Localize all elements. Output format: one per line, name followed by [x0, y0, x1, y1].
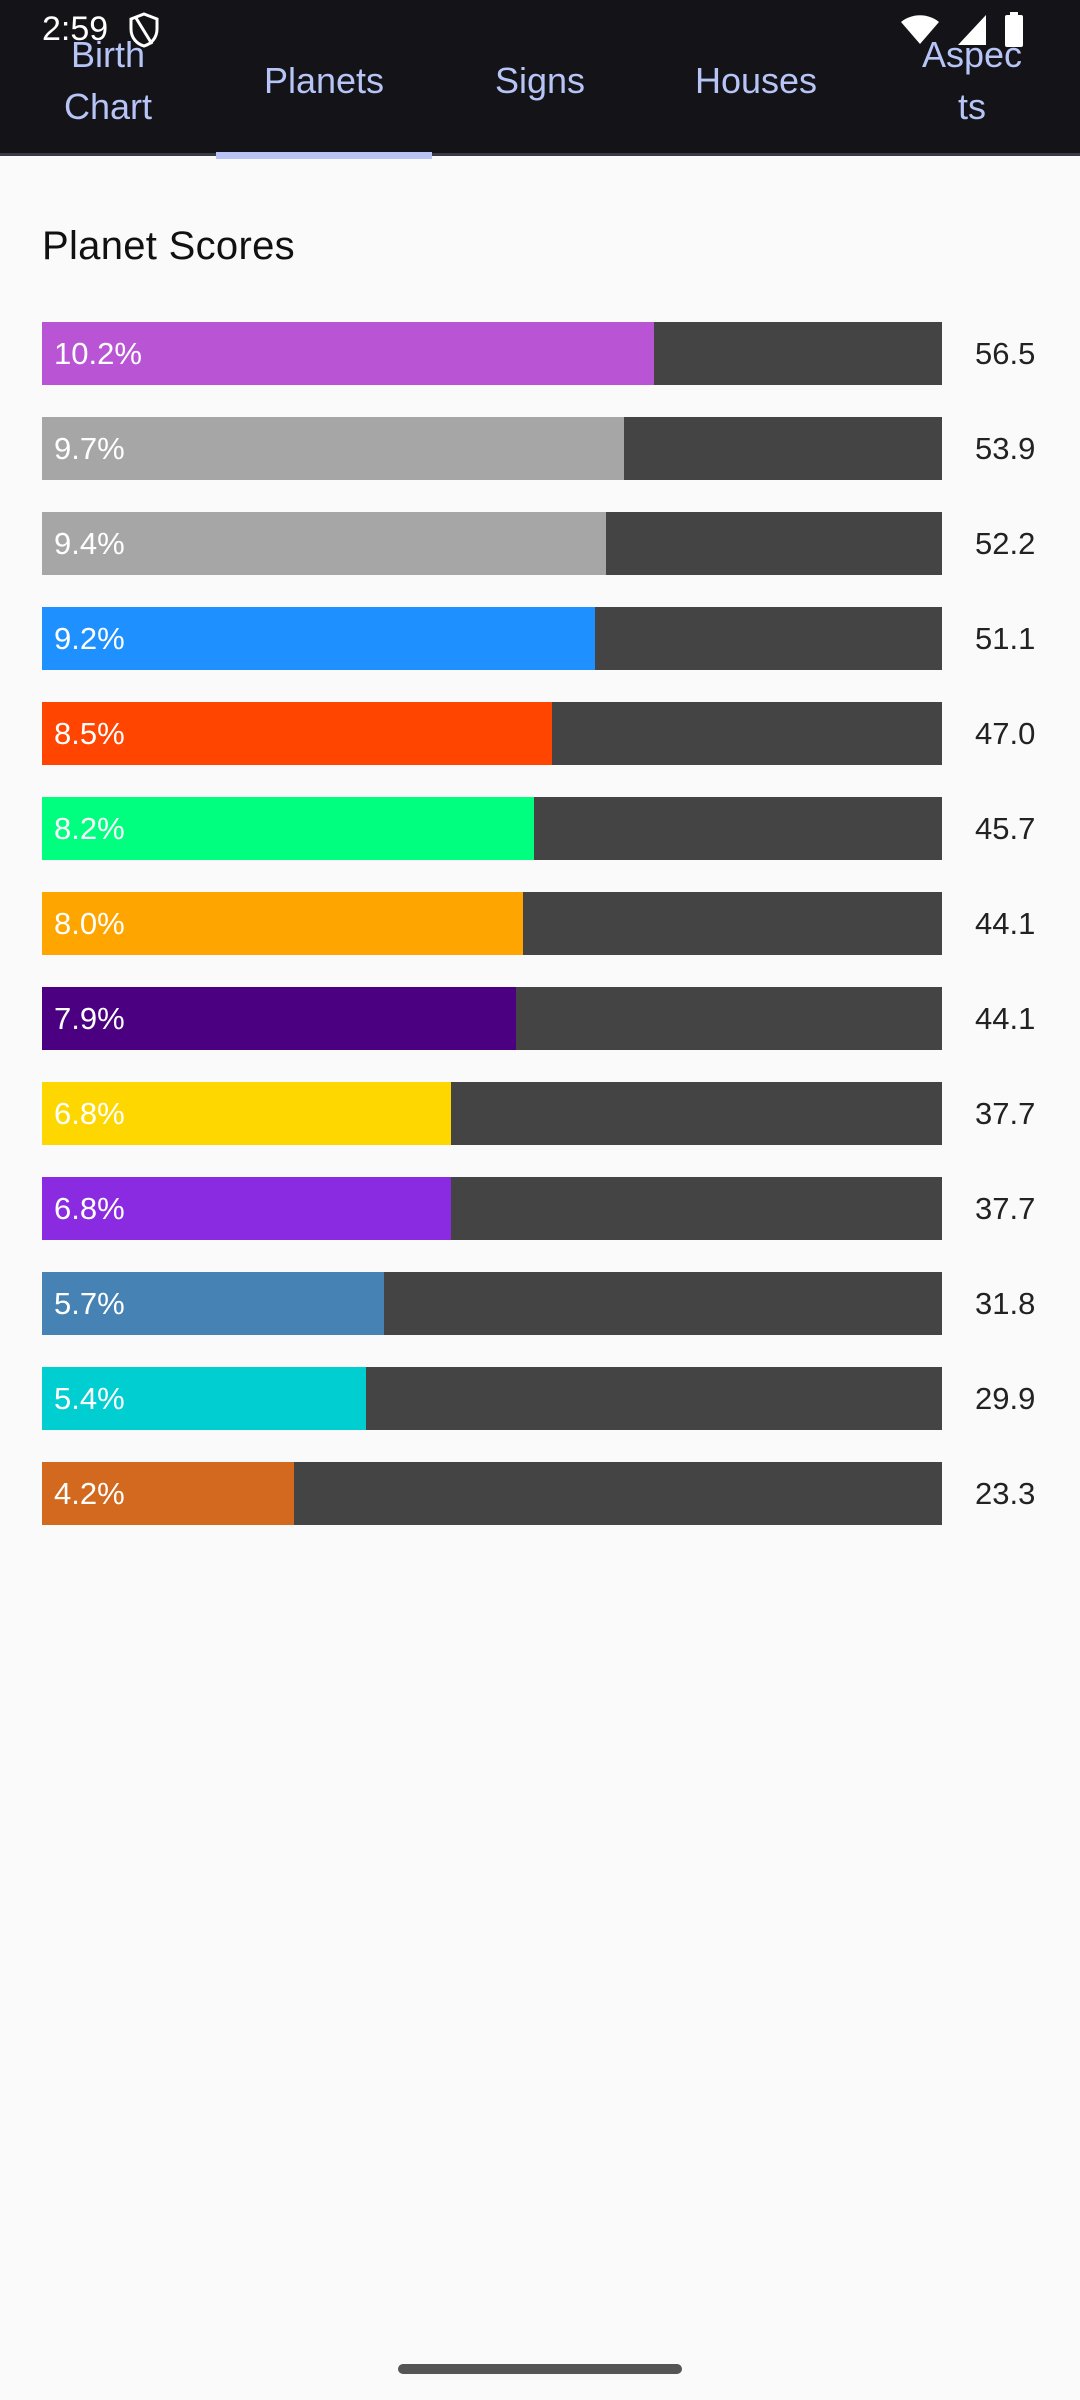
tab-label: Planets — [263, 60, 385, 101]
percent-label: 6.8% — [54, 1096, 125, 1131]
planet-score-row: 4.2% 23.3 — [42, 1462, 1042, 1525]
score-value: 45.7 — [975, 811, 1036, 846]
planet-score-row: 5.4% 29.9 — [42, 1367, 1042, 1430]
score-bar-track: 7.9% — [42, 987, 942, 1050]
tab-houses[interactable]: Houses — [648, 0, 864, 156]
tab-planets[interactable]: Planets — [216, 0, 432, 159]
percent-label: 5.4% — [54, 1381, 125, 1416]
tab-aspects[interactable]: Aspects — [864, 0, 1080, 156]
gesture-handle[interactable] — [398, 2364, 682, 2374]
score-bar-fill — [42, 417, 625, 480]
percent-label: 8.0% — [54, 906, 125, 941]
score-value: 44.1 — [975, 906, 1036, 941]
percent-label: 9.2% — [54, 621, 125, 656]
score-bar-fill — [42, 1177, 451, 1240]
score-value: 52.2 — [975, 526, 1036, 561]
planet-score-row: 9.7% 53.9 — [42, 417, 1042, 480]
score-bar-track: 10.2% — [42, 322, 942, 385]
tab-bar: Birth Chart Planets Signs Houses Aspects — [0, 0, 1080, 159]
score-bar-track: 8.2% — [42, 797, 942, 860]
planet-score-row: 8.2% 45.7 — [42, 797, 1042, 860]
tab-label: Signs — [494, 60, 586, 101]
score-value: 37.7 — [975, 1096, 1036, 1131]
planet-score-row: 6.8% 37.7 — [42, 1177, 1042, 1240]
score-bar-track: 5.4% — [42, 1367, 942, 1430]
planet-score-row: 10.2% 56.5 — [42, 322, 1042, 385]
planet-score-row: 9.4% 52.2 — [42, 512, 1042, 575]
planet-score-row: 7.9% 44.1 — [42, 987, 1042, 1050]
score-bar-track: 4.2% — [42, 1462, 942, 1525]
planet-score-row: 8.5% 47.0 — [42, 702, 1042, 765]
score-bar-fill — [42, 512, 607, 575]
percent-label: 10.2% — [54, 336, 142, 371]
score-bar-track: 6.8% — [42, 1082, 942, 1145]
score-bar-fill — [42, 1272, 384, 1335]
tab-signs[interactable]: Signs — [432, 0, 648, 156]
score-bar-track: 9.2% — [42, 607, 942, 670]
score-bar-fill — [42, 1367, 366, 1430]
score-value: 23.3 — [975, 1476, 1036, 1511]
score-bar-fill — [42, 892, 523, 955]
tab-label: Houses — [694, 60, 818, 101]
score-bar-fill — [42, 607, 595, 670]
percent-label: 9.4% — [54, 526, 125, 561]
score-bar-track: 8.0% — [42, 892, 942, 955]
tab-list: Birth Chart Planets Signs Houses Aspects — [0, 0, 1080, 159]
percent-label: 9.7% — [54, 431, 125, 466]
score-value: 51.1 — [975, 621, 1036, 656]
score-bar-track: 8.5% — [42, 702, 942, 765]
score-value: 37.7 — [975, 1191, 1036, 1226]
score-bar-fill — [42, 1462, 294, 1525]
section-title: Planet Scores — [42, 224, 295, 268]
percent-label: 7.9% — [54, 1001, 125, 1036]
score-value: 47.0 — [975, 716, 1036, 751]
percent-label: 5.7% — [54, 1286, 125, 1321]
score-value: 44.1 — [975, 1001, 1036, 1036]
score-value: 29.9 — [975, 1381, 1036, 1416]
score-bar-fill — [42, 1082, 451, 1145]
percent-label: 4.2% — [54, 1476, 125, 1511]
planet-score-row: 9.2% 51.1 — [42, 607, 1042, 670]
score-bar-track: 6.8% — [42, 1177, 942, 1240]
score-bar-fill — [42, 797, 535, 860]
percent-label: 8.2% — [54, 811, 125, 846]
score-bar-fill — [42, 987, 517, 1050]
score-bar-fill — [42, 322, 654, 385]
score-bar-track: 5.7% — [42, 1272, 942, 1335]
score-bar-track: 9.4% — [42, 512, 942, 575]
percent-label: 6.8% — [54, 1191, 125, 1226]
score-value: 31.8 — [975, 1286, 1036, 1321]
score-value: 53.9 — [975, 431, 1036, 466]
planet-score-row: 6.8% 37.7 — [42, 1082, 1042, 1145]
planet-score-row: 5.7% 31.8 — [42, 1272, 1042, 1335]
tab-label: Birth Chart — [63, 34, 153, 127]
score-bar-fill — [42, 702, 553, 765]
score-bar-track: 9.7% — [42, 417, 942, 480]
planet-score-list: 10.2% 56.5 9.7% 53.9 9.4% 52.2 9.2% 51.1 8.5% 47.… — [42, 322, 1042, 1557]
tab-indicator — [216, 152, 432, 159]
planet-score-row: 8.0% 44.1 — [42, 892, 1042, 955]
percent-label: 8.5% — [54, 716, 125, 751]
score-value: 56.5 — [975, 336, 1036, 371]
tab-birth-chart[interactable]: Birth Chart — [0, 0, 216, 156]
tab-label: Aspects — [921, 34, 1023, 127]
